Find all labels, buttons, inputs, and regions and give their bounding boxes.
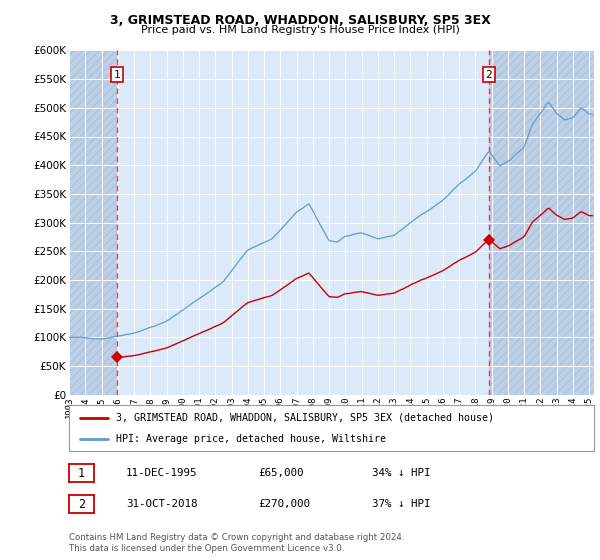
Bar <box>69 50 117 395</box>
Text: £65,000: £65,000 <box>258 468 304 478</box>
Text: 31-OCT-2018: 31-OCT-2018 <box>126 499 197 509</box>
Text: 1: 1 <box>113 69 121 80</box>
Text: 3, GRIMSTEAD ROAD, WHADDON, SALISBURY, SP5 3EX: 3, GRIMSTEAD ROAD, WHADDON, SALISBURY, S… <box>110 14 490 27</box>
Text: Price paid vs. HM Land Registry's House Price Index (HPI): Price paid vs. HM Land Registry's House … <box>140 25 460 35</box>
Text: 2: 2 <box>485 69 492 80</box>
Text: 3, GRIMSTEAD ROAD, WHADDON, SALISBURY, SP5 3EX (detached house): 3, GRIMSTEAD ROAD, WHADDON, SALISBURY, S… <box>116 413 494 423</box>
Text: 37% ↓ HPI: 37% ↓ HPI <box>372 499 431 509</box>
Bar <box>69 50 117 395</box>
Text: 1: 1 <box>78 466 85 480</box>
Text: £270,000: £270,000 <box>258 499 310 509</box>
Text: Contains HM Land Registry data © Crown copyright and database right 2024.
This d: Contains HM Land Registry data © Crown c… <box>69 533 404 553</box>
Bar <box>489 50 594 395</box>
Bar <box>489 50 594 395</box>
Text: HPI: Average price, detached house, Wiltshire: HPI: Average price, detached house, Wilt… <box>116 435 386 444</box>
Text: 11-DEC-1995: 11-DEC-1995 <box>126 468 197 478</box>
Text: 2: 2 <box>78 497 85 511</box>
Text: 34% ↓ HPI: 34% ↓ HPI <box>372 468 431 478</box>
